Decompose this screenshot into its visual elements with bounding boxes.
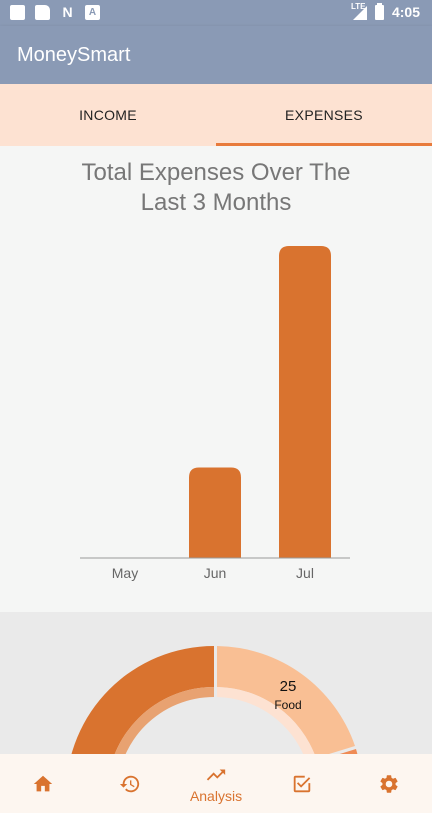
expenses-chart-card: Total Expenses Over The Last 3 Months Ma… [0, 146, 432, 612]
tab-expenses[interactable]: EXPENSES [216, 84, 432, 146]
app-bar: MoneySmart [0, 26, 432, 84]
battery-icon [374, 2, 384, 20]
home-icon [34, 775, 53, 791]
gear-icon [380, 774, 398, 793]
bar-jul[interactable] [279, 246, 331, 558]
bar-jun[interactable] [189, 467, 241, 558]
history-icon [119, 775, 139, 792]
app-title: MoneySmart [17, 44, 131, 66]
food-slice-label: Food [274, 698, 302, 712]
nav-analysis-label: Analysis [189, 787, 243, 804]
donut-inner-ring-food [217, 687, 315, 754]
nav-checklist[interactable] [259, 754, 345, 813]
bottom-navigation: Analysis [0, 754, 432, 813]
chart-title: Total Expenses Over The Last 3 Months [40, 158, 392, 218]
food-slice-value: 25 [279, 678, 297, 695]
donut-slice-food[interactable] [217, 646, 355, 754]
signal-icon: LTE [351, 2, 367, 20]
chart-title-line-2: Last 3 Months [140, 189, 292, 216]
nav-analysis[interactable]: Analysis [173, 754, 259, 813]
bar-chart: May Jun Jul [80, 246, 350, 581]
donut-slice-primary[interactable] [66, 646, 214, 754]
nav-settings[interactable] [346, 754, 432, 813]
category-donut-section: 25 Food [0, 612, 432, 754]
n-notification-icon: N [62, 4, 73, 20]
tab-bar: INCOME EXPENSES [0, 84, 432, 146]
trending-up-icon [206, 769, 226, 780]
tab-income[interactable]: INCOME [79, 107, 137, 123]
nav-history[interactable] [86, 754, 172, 813]
donut-inner-ring-primary [114, 687, 214, 754]
status-bar: N A LTE 4:05 [0, 0, 432, 26]
sd-card-icon [35, 5, 50, 20]
status-time: 4:05 [391, 4, 420, 20]
category-donut-chart [66, 646, 362, 754]
x-tick-label-may: May [112, 565, 138, 581]
checkbox-icon [294, 775, 311, 792]
x-tick-label-jul: Jul [296, 565, 314, 581]
x-tick-label-jun: Jun [204, 565, 227, 581]
nav-home[interactable] [0, 754, 86, 813]
donut-slice-accent[interactable] [317, 749, 362, 754]
notification-square-icon [10, 5, 25, 20]
a-notification-icon: A [85, 5, 100, 20]
chart-title-line-1: Total Expenses Over The [81, 159, 351, 186]
